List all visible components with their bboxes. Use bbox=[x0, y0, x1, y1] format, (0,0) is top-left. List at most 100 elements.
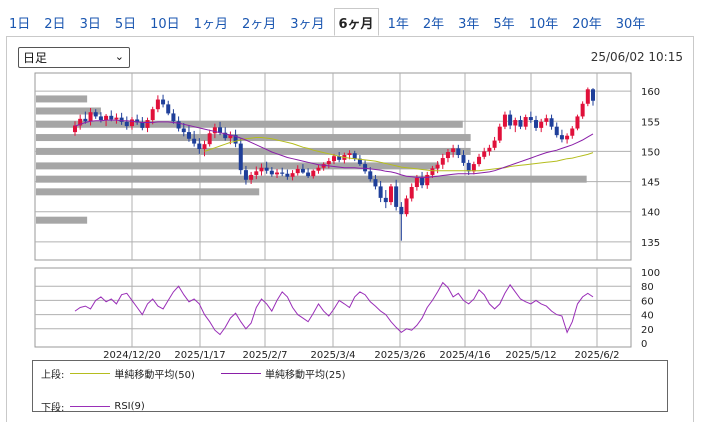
tab-7[interactable]: 3ヶ月 bbox=[290, 17, 325, 32]
tab-6[interactable]: 2ヶ月 bbox=[241, 17, 277, 32]
candle-body bbox=[487, 147, 492, 152]
y-tick-label: 135 bbox=[641, 238, 660, 249]
candle-body bbox=[233, 135, 238, 144]
tab-10[interactable]: 2年 bbox=[422, 17, 445, 32]
candle-body bbox=[337, 156, 342, 160]
candle-body bbox=[570, 128, 575, 136]
tab-2[interactable]: 3日 bbox=[79, 17, 101, 32]
rsi-tick-label: 80 bbox=[641, 282, 654, 293]
candle-body bbox=[559, 135, 564, 140]
candle-body bbox=[275, 172, 280, 175]
candle-body bbox=[93, 112, 98, 117]
candle-body bbox=[404, 198, 409, 215]
tab-13[interactable]: 10年 bbox=[528, 17, 559, 32]
candle-body bbox=[124, 121, 129, 127]
tab-0[interactable]: 1日 bbox=[9, 17, 31, 32]
tab-9[interactable]: 1年 bbox=[387, 17, 409, 32]
candle-body bbox=[223, 132, 228, 139]
candle-body bbox=[238, 143, 243, 171]
candle-body bbox=[585, 89, 590, 104]
candle-type-select[interactable]: 日足 ⌄ bbox=[18, 47, 130, 68]
legend-rsi-label: RSI(9) bbox=[114, 401, 145, 412]
candle-body bbox=[394, 186, 399, 207]
candle-body bbox=[88, 112, 93, 122]
x-tick-label: 2025/2/7 bbox=[243, 350, 288, 361]
candle-body bbox=[456, 148, 461, 156]
candle-body bbox=[300, 168, 305, 173]
legend-upper-row: 上段: 単純移動平均(50) bbox=[41, 366, 195, 381]
rsi-line bbox=[74, 281, 594, 336]
candle-body bbox=[321, 164, 326, 168]
tab-1[interactable]: 2日 bbox=[44, 17, 66, 32]
candle-body bbox=[109, 115, 114, 120]
y-tick-label: 155 bbox=[641, 117, 660, 128]
candle-body bbox=[518, 120, 523, 127]
candle-body bbox=[575, 116, 580, 129]
candle-body bbox=[259, 167, 264, 172]
legend-sma25-swatch bbox=[221, 373, 261, 374]
candle-body bbox=[508, 114, 513, 126]
chart-panel bbox=[6, 36, 694, 422]
candle-type-value: 日足 bbox=[23, 51, 48, 65]
x-tick-label: 2025/3/4 bbox=[311, 350, 356, 361]
candle-body bbox=[451, 148, 456, 153]
legend-upper-row-2: 単純移動平均(25) bbox=[215, 366, 346, 381]
candle-body bbox=[363, 164, 368, 172]
candle-body bbox=[285, 173, 290, 177]
sma25-line bbox=[74, 119, 594, 178]
candle-body bbox=[440, 158, 445, 165]
candle-body bbox=[186, 132, 191, 139]
candle-body bbox=[311, 170, 316, 177]
x-tick-label: 2024/12/20 bbox=[103, 350, 161, 361]
candle-body bbox=[290, 173, 295, 177]
candle-body bbox=[409, 187, 414, 199]
tab-12[interactable]: 5年 bbox=[493, 17, 515, 32]
candle-body bbox=[228, 135, 233, 139]
tab-4[interactable]: 10日 bbox=[150, 17, 180, 32]
candle-body bbox=[316, 167, 321, 171]
candle-body bbox=[565, 135, 570, 140]
candle-body bbox=[492, 140, 497, 148]
candle-body bbox=[357, 158, 362, 165]
volume-profile-bar bbox=[36, 162, 440, 170]
sma50-line bbox=[204, 137, 594, 172]
candle-body bbox=[352, 153, 357, 159]
candle-body bbox=[368, 171, 373, 180]
volume-profile-bar bbox=[36, 216, 88, 224]
candle-body bbox=[78, 118, 83, 126]
candle-body bbox=[332, 156, 336, 162]
candle-body bbox=[104, 115, 109, 121]
candle-body bbox=[269, 170, 274, 175]
legend-sma50-label: 単純移動平均(50) bbox=[114, 370, 195, 381]
y-tick-label: 160 bbox=[641, 87, 660, 98]
tab-15[interactable]: 30年 bbox=[615, 17, 646, 32]
x-tick-label: 2025/3/26 bbox=[374, 350, 425, 361]
candle-body bbox=[420, 177, 425, 186]
candle-body bbox=[497, 126, 502, 141]
candle-body bbox=[249, 174, 254, 180]
candle-body bbox=[140, 122, 145, 128]
candle-body bbox=[176, 121, 181, 129]
candle-body bbox=[161, 99, 166, 105]
x-tick-label: 2025/4/16 bbox=[439, 350, 490, 361]
tab-14[interactable]: 20年 bbox=[572, 17, 602, 32]
tab-3[interactable]: 5日 bbox=[114, 17, 137, 32]
candle-body bbox=[430, 168, 435, 175]
tab-8[interactable]: 6ヶ月 bbox=[333, 8, 379, 36]
candle-body bbox=[155, 99, 160, 110]
candle-body bbox=[254, 171, 259, 175]
candle-body bbox=[544, 118, 549, 122]
candle-body bbox=[306, 172, 311, 177]
candle-body bbox=[523, 117, 528, 127]
candle-body bbox=[181, 128, 186, 133]
tab-11[interactable]: 3年 bbox=[458, 17, 480, 32]
candle-body bbox=[445, 152, 450, 159]
volume-profile-bar bbox=[36, 95, 88, 103]
tab-5[interactable]: 1ヶ月 bbox=[193, 17, 228, 32]
legend-sma25-label: 単純移動平均(25) bbox=[265, 370, 346, 381]
y-tick-label: 150 bbox=[641, 147, 660, 158]
timestamp: 25/06/02 10:15 bbox=[590, 50, 683, 64]
legend-lower-label: 下段: bbox=[41, 403, 65, 414]
candle-body bbox=[145, 120, 150, 128]
candle-body bbox=[539, 121, 544, 128]
